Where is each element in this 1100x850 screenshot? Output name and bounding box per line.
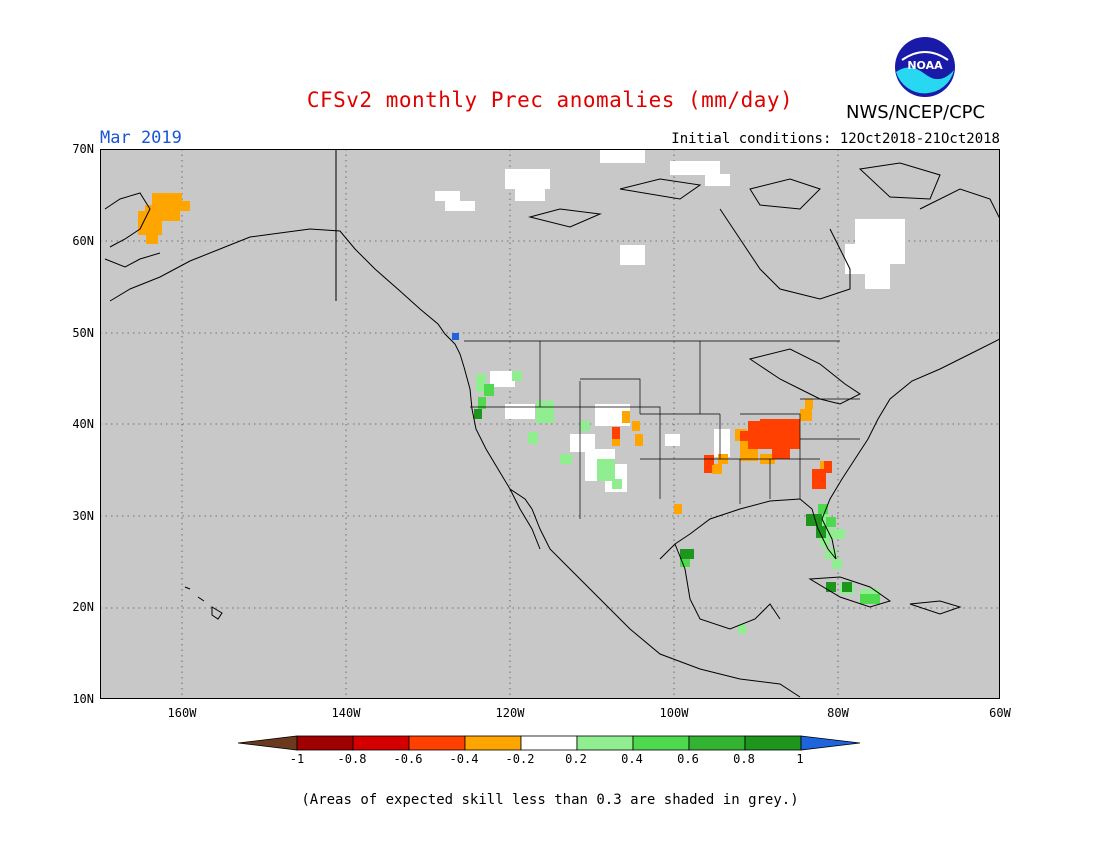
anomaly-cell-blue [452, 333, 459, 340]
lon-label: 160W [167, 706, 197, 720]
footnote: (Areas of expected skill less than 0.3 a… [301, 792, 799, 808]
colorbar-swatch [296, 735, 354, 751]
map-gridlines [100, 149, 1000, 699]
lat-label: 30N [72, 509, 94, 523]
lat-label: 70N [72, 142, 94, 156]
anomaly-cells-dark-green [474, 409, 852, 592]
lat-label: 10N [72, 692, 94, 706]
colorbar-label: -0.8 [337, 752, 367, 766]
colorbar-swatch [352, 735, 410, 751]
colorbar-swatch [520, 735, 578, 751]
lon-label: 100W [659, 706, 689, 720]
anomaly-cells-orange [138, 193, 830, 514]
colorbar-label: 0.6 [677, 752, 699, 766]
colorbar-swatch [688, 735, 746, 751]
colorbar-label: -1 [289, 752, 305, 766]
colorbar-label: -0.2 [505, 752, 535, 766]
colorbar [238, 735, 861, 751]
colorbar-label: 0.2 [565, 752, 587, 766]
lon-label: 60W [989, 706, 1011, 720]
colorbar-arrow-low [238, 735, 298, 751]
colorbar-label: 0.4 [621, 752, 643, 766]
logo-text: NOAA [907, 59, 943, 72]
lat-label: 60N [72, 234, 94, 248]
lon-label: 120W [495, 706, 525, 720]
colorbar-swatch [408, 735, 466, 751]
colorbar-swatch [744, 735, 802, 751]
colorbar-swatch [632, 735, 690, 751]
colorbar-label: -0.4 [449, 752, 479, 766]
lon-label: 140W [331, 706, 361, 720]
map-state-borders [464, 340, 860, 519]
chart-title: CFSv2 monthly Prec anomalies (mm/day) [306, 88, 794, 112]
colorbar-arrow-high [800, 735, 861, 751]
anomaly-cells-red-orange [612, 419, 832, 489]
agency-label: NWS/NCEP/CPC [846, 102, 986, 123]
lat-label: 20N [72, 600, 94, 614]
lat-label: 40N [72, 417, 94, 431]
colorbar-label: 1 [796, 752, 804, 766]
anomaly-map [100, 149, 1000, 699]
colorbar-swatch [464, 735, 522, 751]
colorbar-swatch [576, 735, 634, 751]
noaa-logo: NOAA [894, 36, 956, 98]
init-conditions: Initial conditions: 12Oct2018-21Oct2018 [671, 131, 1000, 147]
valid-month: Mar 2019 [100, 128, 182, 148]
lon-label: 80W [827, 706, 849, 720]
lat-label: 50N [72, 326, 94, 340]
colorbar-label: -0.6 [393, 752, 423, 766]
colorbar-label: 0.8 [733, 752, 755, 766]
